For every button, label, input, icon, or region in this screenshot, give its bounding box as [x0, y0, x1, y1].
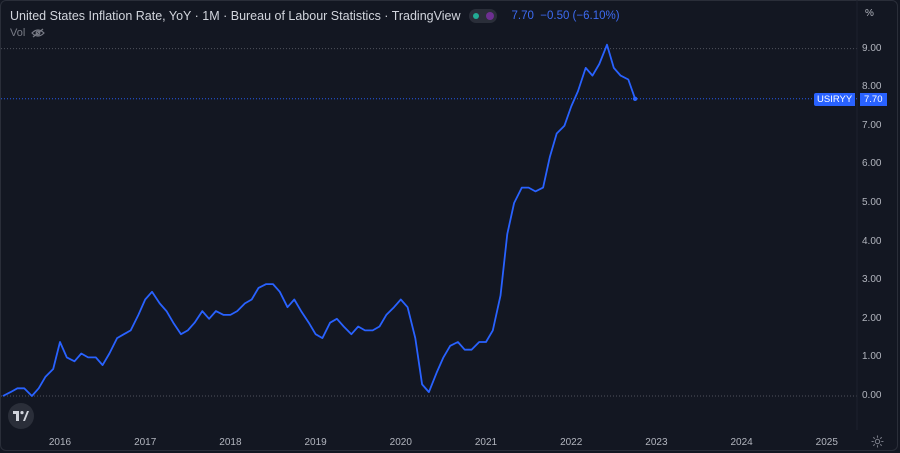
x-tick-label: 2018 [219, 437, 242, 448]
tv-logo-icon [13, 411, 29, 421]
x-tick-label: 2020 [389, 437, 412, 448]
y-tick-label: 8.00 [862, 81, 882, 93]
change-value: −0.50 (−6.10%) [540, 10, 620, 22]
last-price-tag: 7.70 [859, 93, 887, 106]
y-tick-label: 4.00 [862, 235, 882, 247]
x-tick-label: 2024 [730, 437, 753, 448]
status-dot-icon [472, 13, 479, 19]
chart-title: United States Inflation Rate, YoY · 1M ·… [10, 9, 461, 23]
y-tick-label: 2.00 [862, 312, 882, 324]
y-tick-label: 1.00 [862, 351, 882, 363]
last-point-marker [632, 96, 638, 101]
volume-legend[interactable]: Vol [10, 27, 46, 39]
x-tick-label: 2019 [304, 437, 327, 448]
series-line-usiryy[interactable] [2, 43, 636, 397]
gear-icon[interactable] [871, 435, 884, 448]
axis-unit-label: % [865, 8, 874, 19]
value-readout: 7.70 −0.50 (−6.10%) [511, 10, 619, 22]
last-value: 7.70 [511, 10, 534, 22]
eye-hidden-icon[interactable] [31, 28, 46, 38]
x-tick-label: 2021 [474, 437, 498, 448]
data-source-icon [485, 12, 494, 20]
series-name-tag: USIRYY [814, 93, 856, 106]
y-tick-label: 5.00 [862, 197, 882, 208]
x-tick-label: 2023 [645, 437, 668, 448]
x-tick-label: 2017 [134, 437, 157, 448]
x-tick-label: 2025 [815, 437, 838, 448]
tradingview-logo[interactable] [8, 403, 34, 429]
volume-label: Vol [10, 27, 26, 39]
y-tick-label: 9.00 [862, 42, 882, 54]
chart-legend: United States Inflation Rate, YoY · 1M ·… [10, 8, 620, 24]
market-status-badge[interactable] [469, 9, 498, 23]
y-tick-label: 6.00 [862, 158, 882, 170]
y-tick-label: 7.00 [862, 119, 882, 131]
y-tick-label: 3.00 [862, 274, 882, 286]
x-tick-label: 2022 [560, 437, 583, 448]
y-tick-label: 0.00 [862, 390, 882, 401]
x-tick-label: 2016 [48, 437, 72, 448]
